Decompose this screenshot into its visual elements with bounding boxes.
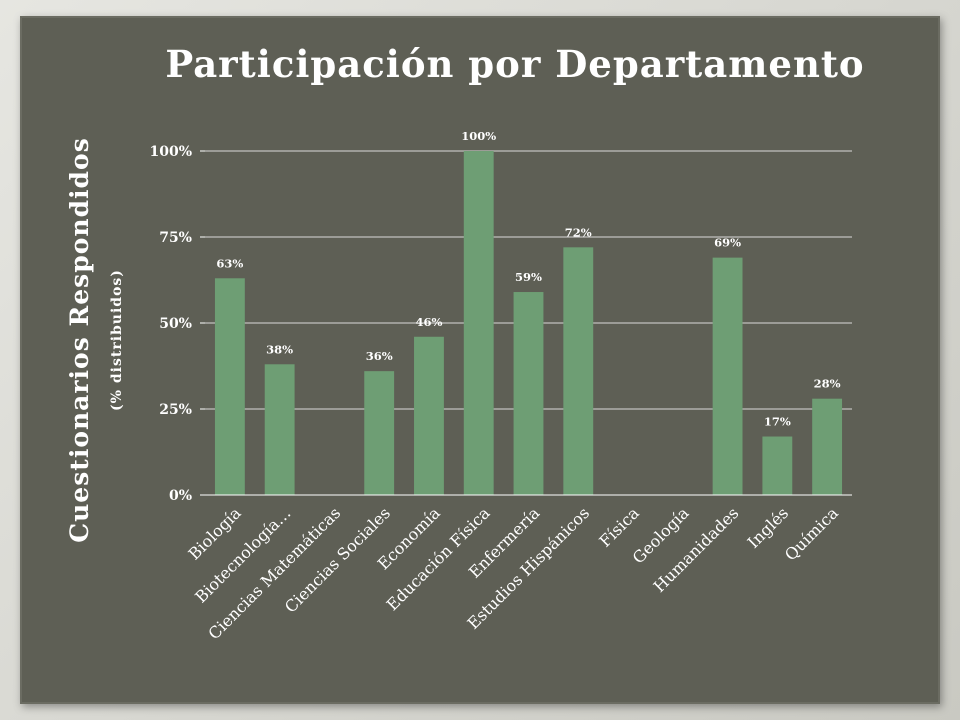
y-tick-label: 50% — [159, 316, 192, 332]
data-label: 63% — [216, 256, 243, 270]
bars — [214, 151, 843, 495]
x-tick-label: Humanidades — [650, 503, 743, 596]
data-label: 100% — [461, 129, 496, 143]
bar — [214, 278, 245, 495]
data-label: 59% — [515, 270, 542, 284]
y-tick-label: 0% — [169, 488, 192, 504]
data-label: 38% — [266, 342, 293, 356]
bar — [364, 371, 395, 495]
y-tick-label: 25% — [159, 402, 192, 418]
data-label: 69% — [714, 236, 741, 250]
y-axis-title: Cuestionarios Respondidos — [65, 137, 94, 543]
bar — [463, 151, 494, 495]
chart-title: Participación por Departamento — [165, 42, 865, 86]
x-tick-label: Inglés — [744, 503, 793, 552]
data-label: 72% — [565, 225, 592, 239]
data-label: 17% — [764, 415, 791, 429]
y-tick-label: 100% — [149, 144, 192, 160]
bar — [812, 398, 843, 495]
y-tick-label: 75% — [159, 230, 192, 246]
bar — [414, 336, 444, 495]
y-axis-title-main: Cuestionarios Respondidos — [65, 137, 94, 543]
data-labels: 63% 38% 36% 46% 100% 59% 72% 69% 17% 28% — [216, 129, 840, 429]
gridlines — [205, 150, 852, 410]
data-label: 46% — [415, 315, 442, 329]
y-axis-subtitle: (% distribuidos) — [109, 269, 125, 411]
bar — [513, 292, 544, 495]
data-label: 28% — [814, 377, 841, 391]
bar — [264, 364, 295, 495]
bar — [563, 247, 594, 495]
y-axis-title-sub: (% distribuidos) — [109, 269, 125, 411]
data-label: 36% — [366, 349, 393, 363]
y-axis-ticks: 0% 25% 50% 75% 100% — [149, 144, 205, 504]
x-tick-label: Química — [781, 503, 842, 564]
bar — [762, 436, 793, 495]
x-tick-label: Física — [595, 503, 643, 551]
bar — [712, 257, 743, 495]
